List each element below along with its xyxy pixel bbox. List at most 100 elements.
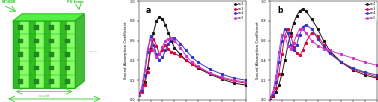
n=2 [291,22,296,23]
n=2 [363,75,367,76]
n=3 [321,44,326,45]
n=4 [136,94,141,96]
Bar [19,39,23,43]
n=4 [301,26,305,27]
n=3 [327,52,332,53]
n=5 [190,62,195,63]
n=3 [375,77,378,78]
n=2 [271,95,275,97]
Bar [19,25,23,30]
n=3 [363,73,367,74]
n=3 [268,97,272,99]
n=5 [271,91,275,93]
n=4 [154,54,159,55]
n=3 [285,28,290,29]
n=3 [294,53,299,54]
n=2 [157,16,162,17]
n=2 [244,84,248,86]
n=2 [327,50,332,51]
n=4 [375,75,378,76]
n=5 [327,50,332,51]
n=3 [280,54,284,55]
n=3 [169,52,174,53]
Line: n=4: n=4 [138,35,247,96]
n=4 [321,46,326,47]
n=5 [277,52,281,53]
Bar [50,79,54,84]
n=3 [274,88,278,89]
Bar [50,39,54,43]
n=2 [160,18,165,19]
Bar [65,66,70,70]
n=3 [184,60,189,61]
n=5 [294,34,299,35]
Bar [13,21,20,88]
Bar [34,25,39,30]
n=3 [151,38,156,39]
Legend: n=2, n=3, n=4, n=5: n=2, n=3, n=4, n=5 [233,2,245,21]
Text: BT/NBR: BT/NBR [2,0,17,4]
n=3 [145,72,150,73]
Bar [50,25,54,30]
n=4 [283,28,287,29]
n=2 [321,40,326,41]
Bar [13,21,75,88]
Polygon shape [13,14,84,21]
n=5 [297,28,302,29]
n=5 [157,54,162,55]
n=2 [280,74,284,75]
n=3 [163,44,168,45]
n=3 [157,54,162,55]
n=2 [288,32,293,33]
n=2 [169,40,174,41]
n=4 [178,43,183,44]
Text: b: b [277,6,283,15]
n=5 [232,80,236,81]
n=3 [351,69,356,70]
n=2 [220,79,224,80]
n=2 [208,74,212,75]
n=4 [142,75,147,76]
n=4 [169,38,174,39]
n=2 [301,8,305,10]
Y-axis label: Sound Absorption Coefficient: Sound Absorption Coefficient [124,22,129,79]
Bar [51,21,60,88]
n=5 [321,48,326,49]
n=3 [301,50,305,51]
n=2 [172,47,177,48]
n=2 [315,28,320,29]
n=4 [145,52,150,53]
n=4 [172,37,177,38]
n=2 [375,78,378,79]
n=5 [163,40,168,41]
Line: n=5: n=5 [269,28,378,99]
n=4 [304,24,308,25]
n=4 [160,57,165,58]
n=2 [163,24,168,25]
n=2 [139,89,144,91]
n=3 [148,50,153,51]
Bar [19,52,23,57]
n=5 [244,81,248,83]
Bar [34,39,39,43]
n=5 [178,47,183,48]
Text: a unit: a unit [39,94,49,98]
Bar [13,21,75,88]
n=2 [285,45,290,46]
n=4 [363,72,367,73]
n=5 [151,50,156,51]
n=5 [274,76,278,77]
Text: ......: ...... [90,48,99,53]
n=2 [268,97,272,99]
n=5 [301,28,305,29]
Line: n=4: n=4 [269,24,378,99]
n=3 [309,32,314,33]
n=3 [339,62,344,63]
n=2 [190,64,195,65]
n=3 [288,35,293,36]
n=5 [145,48,150,49]
Bar [19,79,23,84]
n=3 [166,48,171,49]
n=4 [184,50,189,51]
n=3 [190,64,195,65]
